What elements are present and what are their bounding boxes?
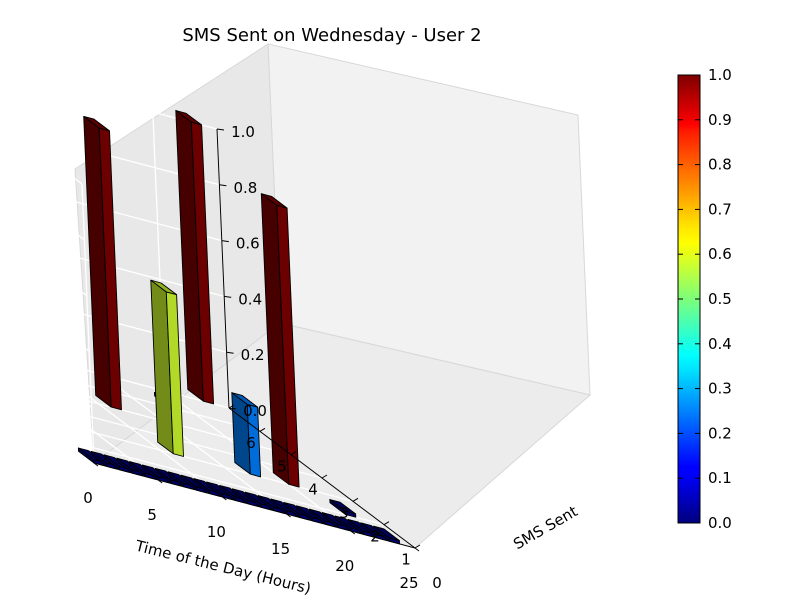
- bar: [260, 193, 300, 488]
- bar-face-top: [150, 279, 178, 296]
- z-tick-label: 1.0: [231, 123, 255, 141]
- x-tick-label: 10: [207, 523, 226, 541]
- y-tick-label: 0: [432, 574, 442, 592]
- grid-line-y: [0, 361, 261, 432]
- colorbar-tick-label: 0.3: [708, 380, 732, 398]
- colorbar-tick-label: 0.4: [708, 335, 732, 353]
- grid-line-x: [0, 391, 95, 464]
- colorbar-tick-label: 0.9: [708, 111, 732, 129]
- y-tick: [383, 521, 390, 526]
- colorbar-tick-label: 1.0: [708, 66, 732, 84]
- colorbar-ticks: 0.0 0.1 0.2 0.3 0.4 0.5 0.6 0.7 0.8 0.9 1.0: [678, 66, 732, 532]
- y-tick: [290, 451, 297, 456]
- grid-line-z: [0, 181, 222, 297]
- x-tick-label: 0: [83, 489, 93, 507]
- z-tick: [219, 184, 227, 187]
- grid-line-z: [0, 291, 227, 408]
- bars: [77, 110, 401, 545]
- bar-face-top: [329, 499, 357, 515]
- y-tick-label: 4: [308, 481, 318, 499]
- x-tick: [414, 547, 420, 552]
- x-tick-label: 5: [147, 506, 157, 524]
- colorbar-tick-label: 0.6: [708, 245, 732, 263]
- colorbar-tick-label: 0.2: [708, 424, 732, 442]
- y-tick-label: 3: [339, 504, 349, 522]
- x-tick: [93, 462, 99, 467]
- z-tick-label: 0.0: [243, 402, 267, 420]
- z-tick: [216, 128, 225, 131]
- z-tick-label: 0.2: [241, 346, 265, 364]
- bar-face-top: [373, 525, 400, 542]
- z-tick: [221, 240, 229, 243]
- colorbar-tick-label: 0.0: [708, 514, 732, 532]
- grid-line-y: [0, 376, 292, 456]
- z-tick: [226, 351, 234, 354]
- z-tick: [228, 407, 237, 410]
- x-axis-line: [93, 462, 416, 549]
- x-tick-label: 15: [271, 540, 290, 558]
- colorbar: 0.0 0.1 0.2 0.3 0.4 0.5 0.6 0.7 0.8 0.9 1.0: [677, 66, 732, 532]
- x-tick: [222, 496, 227, 501]
- colorbar-tick-label: 0.5: [708, 290, 732, 308]
- y-axis-label: SMS Sent: [510, 502, 580, 553]
- x-tick-label: 20: [335, 557, 354, 575]
- bar-face-top: [175, 110, 203, 126]
- z-tick-label: 0.8: [233, 179, 257, 197]
- z-axis-line: [216, 128, 230, 409]
- y-tick: [352, 497, 359, 502]
- y-tick-label: 1: [401, 551, 411, 569]
- colorbar-tick-label: 0.1: [708, 469, 732, 487]
- y-tick: [414, 544, 421, 549]
- grid-line-z: [0, 126, 220, 241]
- y-tick: [228, 404, 235, 409]
- bar: [373, 525, 401, 545]
- bar: [329, 499, 357, 518]
- y-tick: [259, 427, 266, 432]
- colorbar-tick-label: 0.7: [708, 200, 732, 218]
- x-tick: [157, 479, 163, 484]
- chart-title: SMS Sent on Wednesday - User 2: [182, 25, 481, 46]
- z-tick-label: 0.4: [238, 290, 262, 308]
- z-tick-label: 0.6: [236, 235, 260, 253]
- y-tick-label: 6: [246, 434, 256, 452]
- x-tick-label: 25: [399, 574, 418, 592]
- colorbar-tick-label: 0.8: [708, 156, 732, 174]
- grid-line-z: [0, 70, 218, 185]
- x-tick: [350, 530, 356, 535]
- z-tick: [224, 295, 232, 298]
- y-tick-label: 2: [370, 527, 380, 545]
- bar-face-top: [83, 115, 110, 132]
- bar-face-top: [231, 392, 259, 408]
- bar: [175, 110, 215, 405]
- x-tick: [286, 513, 291, 518]
- bar-face-top: [260, 193, 288, 209]
- grid-line-z: [0, 346, 230, 464]
- y-tick: [321, 474, 328, 479]
- grid-line-z: [0, 236, 225, 352]
- bar: [83, 115, 122, 411]
- bar: [150, 279, 184, 457]
- y-tick-label: 5: [277, 457, 287, 475]
- axes: 0 5 10 15 20 25 0 1 2 3 4 5 6 0.0 0.2 0.4 0.6 0.8 1.0: [83, 123, 442, 592]
